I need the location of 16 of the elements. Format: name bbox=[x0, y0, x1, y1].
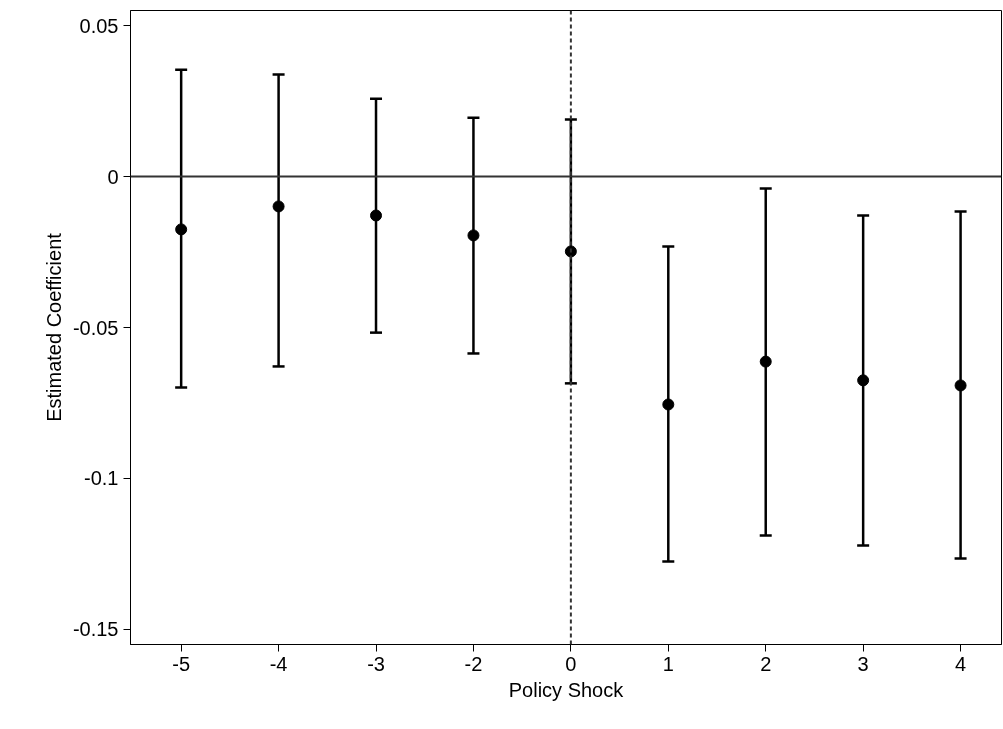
x-tick-label: 1 bbox=[662, 652, 674, 675]
y-tick-label: -0.15 bbox=[72, 618, 119, 641]
y-tick-label: 0 bbox=[107, 165, 119, 188]
x-tick-label: 0 bbox=[565, 652, 577, 675]
x-tick-label: 4 bbox=[955, 652, 967, 675]
x-tick-label: 2 bbox=[760, 652, 772, 675]
x-tick-label: -4 bbox=[269, 652, 288, 675]
y-tick-label: -0.05 bbox=[72, 316, 119, 339]
y-tick-label: -0.1 bbox=[84, 467, 119, 490]
x-tick-label: -5 bbox=[172, 652, 191, 675]
y-tick-label: 0.05 bbox=[79, 14, 119, 37]
x-tick-label: 3 bbox=[857, 652, 869, 675]
x-tick-label: -2 bbox=[464, 652, 483, 675]
y-axis-title: Estimated Coefficient bbox=[42, 232, 65, 422]
x-axis-title: Policy Shock bbox=[508, 678, 625, 701]
x-tick-label: -3 bbox=[367, 652, 385, 675]
